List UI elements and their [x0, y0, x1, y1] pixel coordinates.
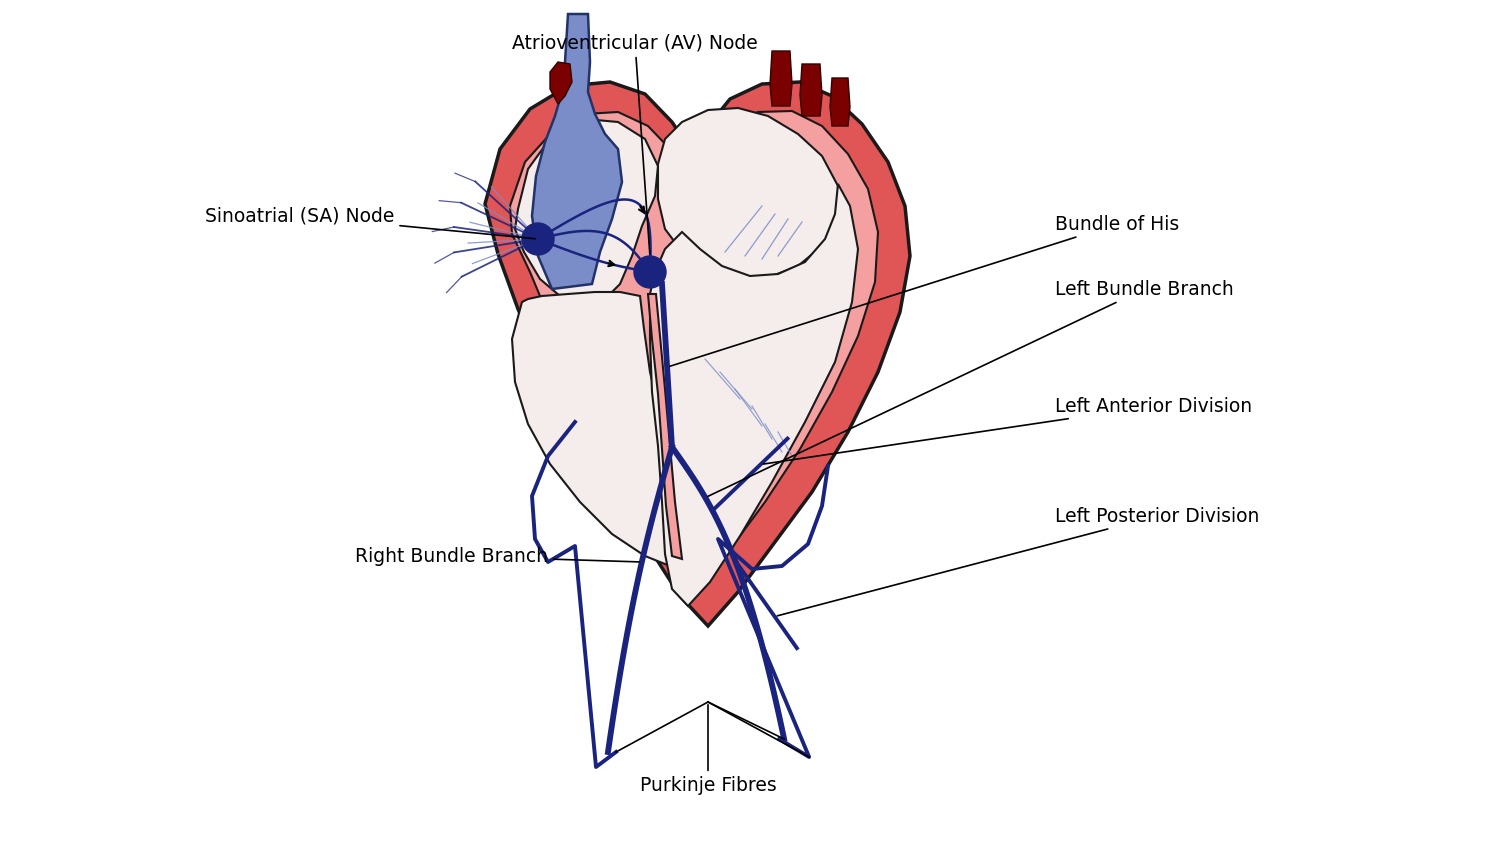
Circle shape	[522, 223, 554, 255]
Text: Bundle of His: Bundle of His	[669, 214, 1179, 366]
Text: Left Posterior Division: Left Posterior Division	[777, 506, 1260, 616]
Polygon shape	[514, 119, 658, 302]
Polygon shape	[800, 64, 822, 116]
Polygon shape	[550, 62, 572, 104]
Polygon shape	[830, 78, 850, 126]
Circle shape	[634, 256, 666, 288]
Polygon shape	[648, 294, 682, 559]
Polygon shape	[512, 292, 682, 566]
Polygon shape	[510, 111, 878, 584]
Polygon shape	[770, 51, 792, 106]
Text: Purkinje Fibres: Purkinje Fibres	[639, 705, 777, 795]
Text: Left Anterior Division: Left Anterior Division	[764, 397, 1252, 464]
Text: Atrioventricular (AV) Node: Atrioventricular (AV) Node	[512, 33, 758, 254]
Polygon shape	[658, 108, 839, 278]
Text: Right Bundle Branch: Right Bundle Branch	[356, 547, 639, 565]
Polygon shape	[484, 82, 910, 626]
Polygon shape	[650, 184, 858, 606]
Polygon shape	[532, 14, 622, 289]
Text: Left Bundle Branch: Left Bundle Branch	[708, 279, 1233, 496]
Text: Sinoatrial (SA) Node: Sinoatrial (SA) Node	[206, 207, 536, 239]
